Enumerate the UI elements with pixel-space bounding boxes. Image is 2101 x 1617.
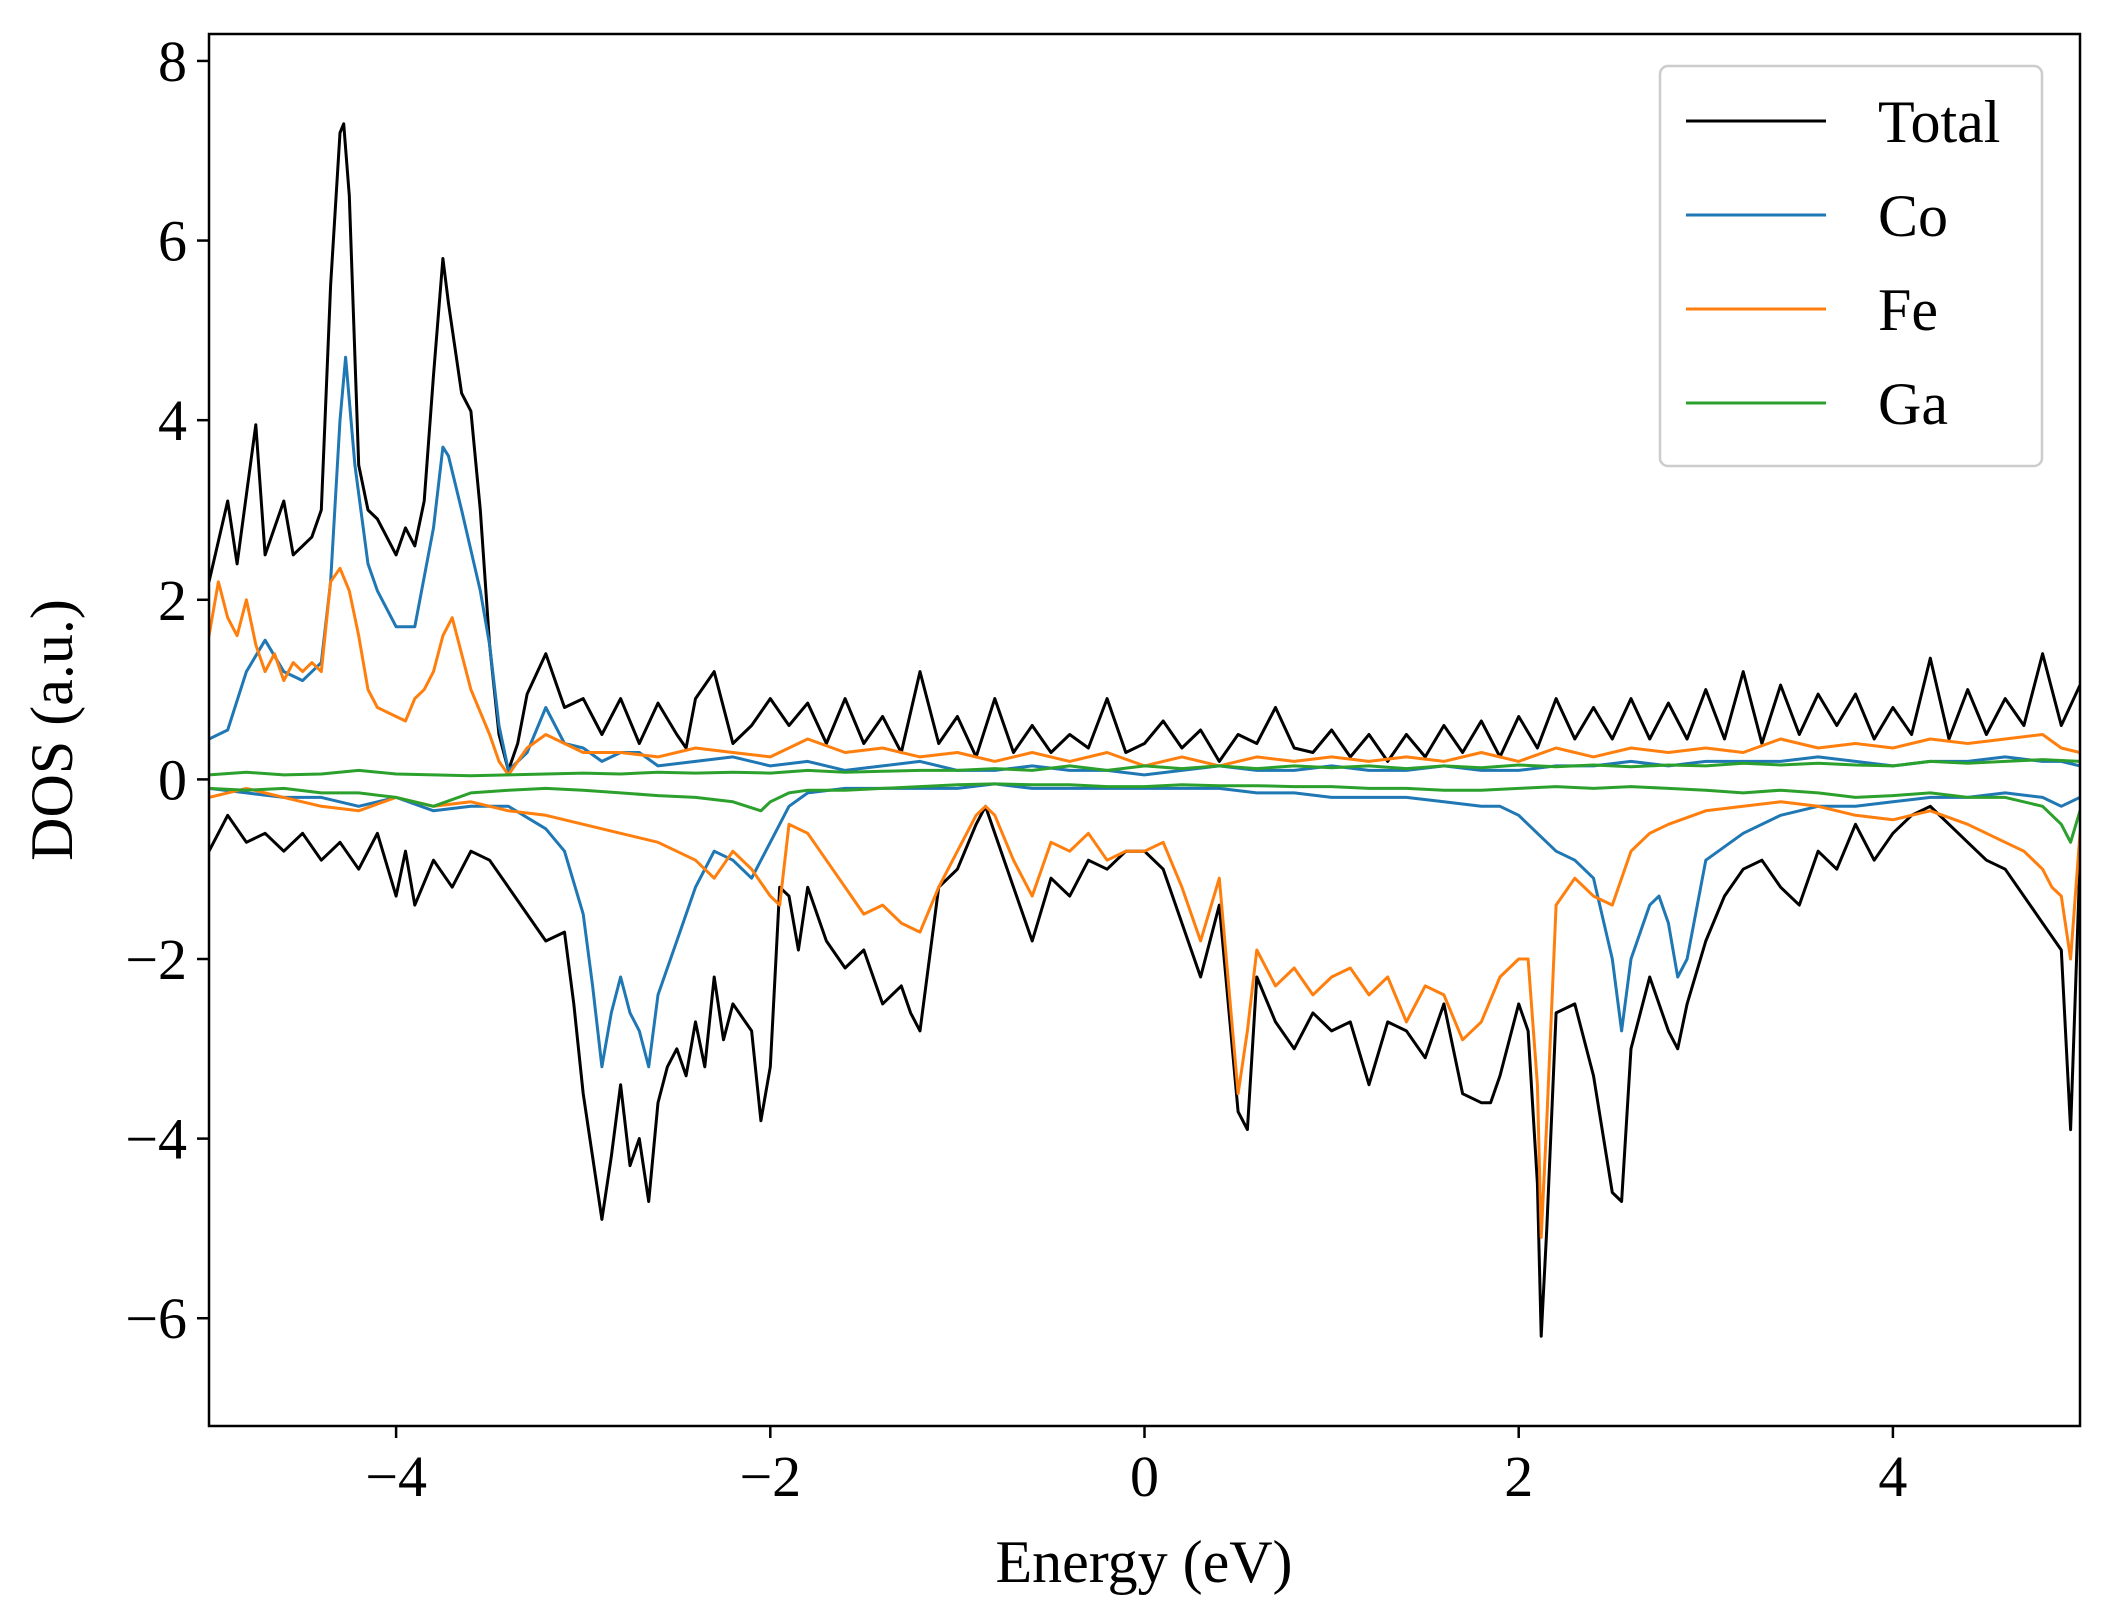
legend-label-total: Total [1878,89,2000,155]
x-tick-label: −2 [739,1444,801,1509]
legend-label-ga: Ga [1878,371,1948,437]
y-tick-label: 0 [158,747,187,812]
x-axis: −4 −2 0 2 4 [365,1426,1907,1509]
legend-label-fe: Fe [1878,277,1938,343]
x-tick-label: 0 [1130,1444,1159,1509]
series-layer [209,122,2080,1338]
y-tick-label: 6 [158,209,187,274]
y-tick-label: −2 [125,927,187,992]
y-axis: −6 −4 −2 0 2 4 6 8 [125,29,209,1351]
y-tick-label: −6 [125,1286,187,1351]
series-line-ga-up [209,758,2080,778]
x-tick-label: −4 [365,1444,427,1509]
x-tick-label: 2 [1504,1444,1533,1509]
y-tick-label: 4 [158,388,187,453]
y-axis-label: DOS (a.u.) [19,599,85,861]
series-line-total-up [209,122,2080,772]
series-line-fe-up [209,566,2080,777]
y-tick-label: 8 [158,29,187,94]
legend-box [1658,64,2044,468]
series-line-ga-down [209,782,2080,844]
x-axis-label: Energy (eV) [995,1529,1292,1595]
series-line-fe-down [209,786,2080,1239]
legend: Total Co Fe Ga [1658,64,2044,468]
series-line-total-down [209,804,2080,1338]
y-tick-label: −4 [125,1107,187,1172]
x-tick-label: 4 [1878,1444,1907,1509]
series-line-co-up [209,355,2080,777]
y-tick-label: 2 [158,568,187,633]
legend-label-co: Co [1878,183,1948,249]
series-line-co-down [209,782,2080,1069]
